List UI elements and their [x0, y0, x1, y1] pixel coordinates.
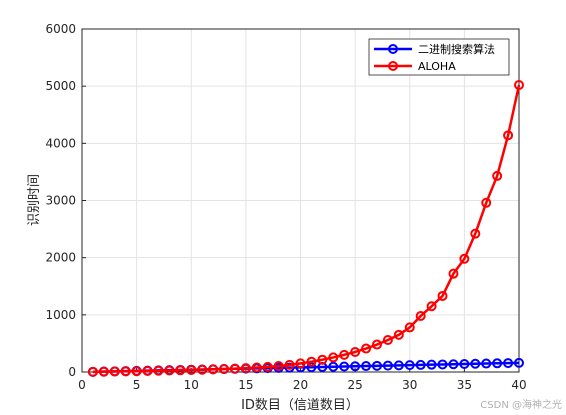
data-point: [459, 358, 470, 369]
data-point: [426, 301, 437, 312]
data-point: [404, 360, 415, 371]
data-point: [295, 358, 306, 369]
data-point: [229, 363, 240, 374]
y-axis: 0 1000 2000 3000 4000 5000 6000: [45, 22, 86, 379]
series-line: [92, 84, 521, 374]
x-tick-label: 5: [133, 378, 141, 392]
data-point: [393, 360, 404, 371]
data-point: [273, 360, 284, 371]
y-tick-label: 1000: [45, 308, 76, 322]
series-group: [87, 80, 524, 377]
data-point: [382, 360, 393, 371]
data-point: [437, 290, 448, 301]
data-point: [219, 364, 230, 375]
data-point: [339, 349, 350, 360]
x-tick-label: 15: [238, 378, 253, 392]
data-point: [284, 359, 295, 370]
data-point: [448, 359, 459, 370]
data-point: [131, 366, 142, 377]
data-point: [404, 322, 415, 333]
x-tick-label: 25: [347, 378, 362, 392]
data-point: [240, 363, 251, 374]
data-point: [481, 358, 492, 369]
data-point: [109, 366, 120, 377]
data-point: [415, 359, 426, 370]
data-point: [514, 357, 524, 368]
data-point: [426, 359, 437, 370]
data-point: [186, 364, 197, 375]
data-point: [393, 329, 404, 340]
data-point: [208, 364, 219, 375]
data-point: [175, 365, 186, 376]
grid: [82, 29, 519, 372]
y-axis-title: 识别时间: [27, 174, 42, 226]
data-point: [361, 361, 372, 372]
legend-marker-aloha: [388, 61, 398, 71]
data-point: [262, 361, 273, 372]
x-tick-label: 40: [511, 378, 526, 392]
data-point: [317, 354, 328, 365]
data-point: [98, 366, 109, 377]
data-point: [306, 362, 317, 373]
watermark: CSDN @海神之光: [480, 398, 562, 411]
data-point: [87, 366, 98, 377]
data-point: [153, 365, 164, 376]
data-point: [164, 365, 175, 376]
data-point: [371, 360, 382, 371]
x-tick-label: 10: [184, 378, 199, 392]
data-point: [142, 365, 153, 376]
data-point: [503, 358, 514, 369]
data-point: [448, 268, 459, 279]
data-point: [328, 352, 339, 363]
data-point: [382, 334, 393, 345]
x-axis-title: ID数目（信道数目）: [241, 398, 359, 413]
legend: 二进制搜索算法 ALOHA: [368, 38, 510, 76]
data-point: [328, 361, 339, 372]
y-tick-label: 2000: [45, 251, 76, 265]
data-point: [514, 80, 524, 91]
data-point: [197, 364, 208, 375]
data-point: [371, 339, 382, 350]
data-point: [415, 310, 426, 321]
y-tick-label: 5000: [45, 79, 76, 93]
data-point: [251, 362, 262, 373]
y-tick-label: 6000: [45, 22, 76, 36]
x-tick-label: 35: [457, 378, 472, 392]
legend-label-binary: 二进制搜索算法: [418, 42, 495, 56]
legend-label-aloha: ALOHA: [418, 60, 456, 73]
data-point: [459, 253, 470, 264]
data-point: [350, 361, 361, 372]
x-tick-label: 30: [402, 378, 417, 392]
data-point: [361, 343, 372, 354]
data-point: [470, 358, 481, 369]
data-point: [481, 197, 492, 208]
data-point: [120, 366, 131, 377]
x-tick-label: 0: [78, 378, 86, 392]
data-point: [492, 358, 503, 369]
data-point: [306, 356, 317, 367]
data-point: [437, 359, 448, 370]
y-tick-label: 0: [68, 365, 76, 379]
data-point: [470, 228, 481, 239]
y-tick-label: 3000: [45, 194, 76, 208]
data-point: [339, 361, 350, 372]
y-tick-label: 4000: [45, 136, 76, 150]
series-1: [87, 80, 524, 377]
data-point: [492, 170, 503, 181]
x-tick-label: 20: [293, 378, 308, 392]
legend-marker-binary: [388, 44, 398, 54]
data-point: [350, 346, 361, 357]
data-point: [503, 130, 514, 141]
